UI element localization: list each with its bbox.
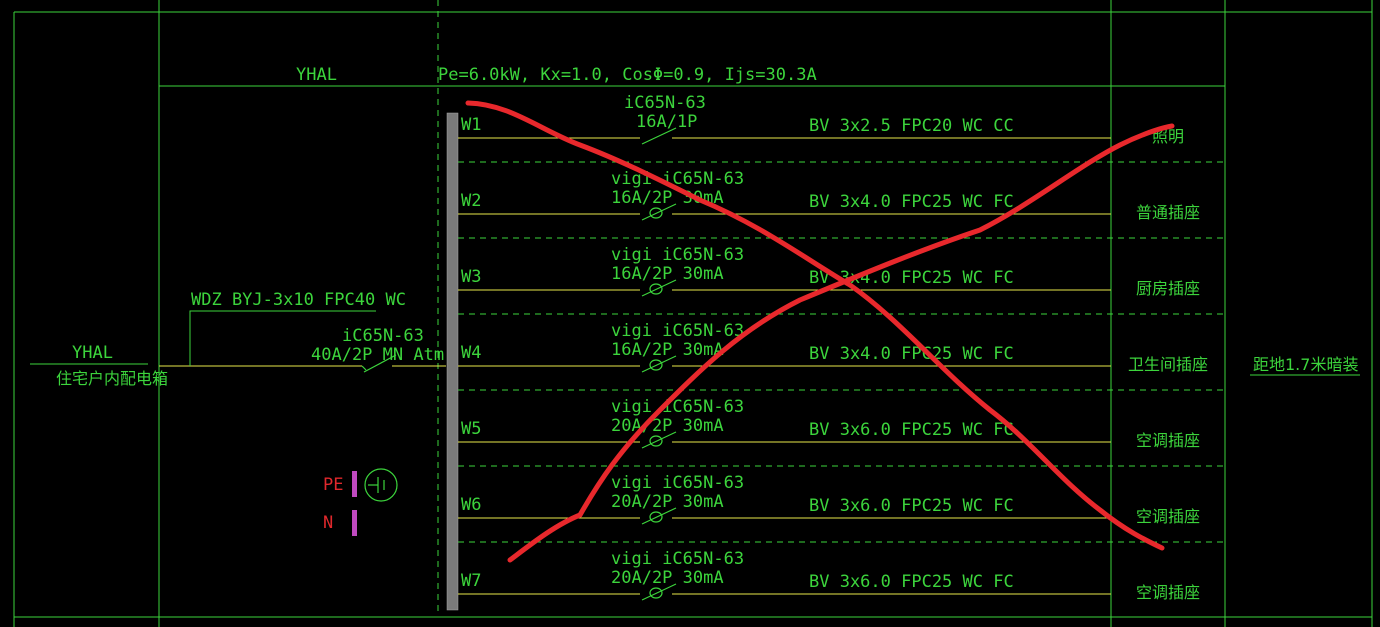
rcd-symbol xyxy=(649,435,663,447)
rcd-symbol xyxy=(649,587,663,599)
circuit-load: 空调插座 xyxy=(1136,431,1200,450)
breaker-model: vigi iC65N-63 xyxy=(611,549,744,569)
circuit-cable: BV 3x6.0 FPC25 WC FC xyxy=(809,496,1014,516)
breaker-rating: 16A/1P xyxy=(636,112,697,132)
circuit-load: 空调插座 xyxy=(1136,583,1200,602)
circuit-cable: BV 3x6.0 FPC25 WC FC xyxy=(809,572,1014,592)
terminal-n-bar xyxy=(352,510,357,536)
panel-desc-left: 住宅户内配电箱 xyxy=(56,369,168,388)
breaker-rating: 20A/2P 30mA xyxy=(611,568,724,588)
breaker-rating: 16A/2P 30mA xyxy=(611,264,724,284)
incoming-cable: WDZ BYJ-3x10 FPC40 WC xyxy=(191,290,406,310)
rcd-symbol xyxy=(649,283,663,295)
rcd-symbol xyxy=(649,207,663,219)
circuit-load: 普通插座 xyxy=(1136,203,1200,222)
breaker-rating: 20A/2P 30mA xyxy=(611,492,724,512)
terminal-pe-bar xyxy=(352,471,357,497)
busbar xyxy=(446,112,459,611)
incoming-breaker-rating: 40A/2P MN Atm xyxy=(311,345,444,365)
breaker-symbol xyxy=(641,279,677,297)
circuit-cable: BV 3x4.0 FPC25 WC FC xyxy=(809,344,1014,364)
rcd-symbol xyxy=(649,359,663,371)
markup-stroke-1 xyxy=(465,100,1165,551)
breaker-model: vigi iC65N-63 xyxy=(611,397,744,417)
markup-stroke-2 xyxy=(507,123,1175,563)
breaker-symbol xyxy=(641,355,677,373)
earth-symbol xyxy=(364,468,398,502)
circuit-cable: BV 3x6.0 FPC25 WC FC xyxy=(809,420,1014,440)
breaker-model: vigi iC65N-63 xyxy=(611,321,744,341)
circuit-load: 照明 xyxy=(1152,127,1184,146)
terminal-pe-label: PE xyxy=(323,475,343,495)
breaker-symbol xyxy=(641,431,677,449)
breaker-symbol xyxy=(641,583,677,601)
circuit-load: 空调插座 xyxy=(1136,507,1200,526)
breaker-model: vigi iC65N-63 xyxy=(611,473,744,493)
circuit-id: W5 xyxy=(461,419,481,439)
circuit-id: W7 xyxy=(461,571,481,591)
breaker-symbol xyxy=(641,507,677,525)
install-note: 距地1.7米暗装 xyxy=(1253,355,1358,374)
circuit-id: W4 xyxy=(461,343,481,363)
circuit-load: 卫生间插座 xyxy=(1128,355,1208,374)
breaker-model: vigi iC65N-63 xyxy=(611,169,744,189)
incoming-breaker-cross xyxy=(361,365,367,371)
circuit-cable: BV 3x2.5 FPC20 WC CC xyxy=(809,116,1014,136)
breaker-rating: 16A/2P 30mA xyxy=(611,188,724,208)
circuit-id: W6 xyxy=(461,495,481,515)
panel-name-top: YHAL xyxy=(296,65,337,85)
panel-name-left: YHAL xyxy=(72,343,113,363)
circuit-id: W2 xyxy=(461,191,481,211)
breaker-symbol xyxy=(641,203,677,221)
incoming-breaker-model: iC65N-63 xyxy=(342,326,424,346)
circuit-id: W3 xyxy=(461,267,481,287)
terminal-n-label: N xyxy=(323,513,333,533)
circuit-cable: BV 3x4.0 FPC25 WC FC xyxy=(809,192,1014,212)
breaker-rating: 16A/2P 30mA xyxy=(611,340,724,360)
breaker-model: vigi iC65N-63 xyxy=(611,245,744,265)
cable-leader xyxy=(189,310,376,366)
circuit-id: W1 xyxy=(461,115,481,135)
breaker-model: iC65N-63 xyxy=(624,93,706,113)
breaker-rating: 20A/2P 30mA xyxy=(611,416,724,436)
circuit-load: 厨房插座 xyxy=(1136,279,1200,298)
rcd-symbol xyxy=(649,511,663,523)
incoming-breaker-symbol xyxy=(363,354,397,373)
panel-params: Pe=6.0kW, Kx=1.0, CosΦ=0.9, Ijs=30.3A xyxy=(438,65,817,85)
breaker-symbol xyxy=(641,127,677,145)
